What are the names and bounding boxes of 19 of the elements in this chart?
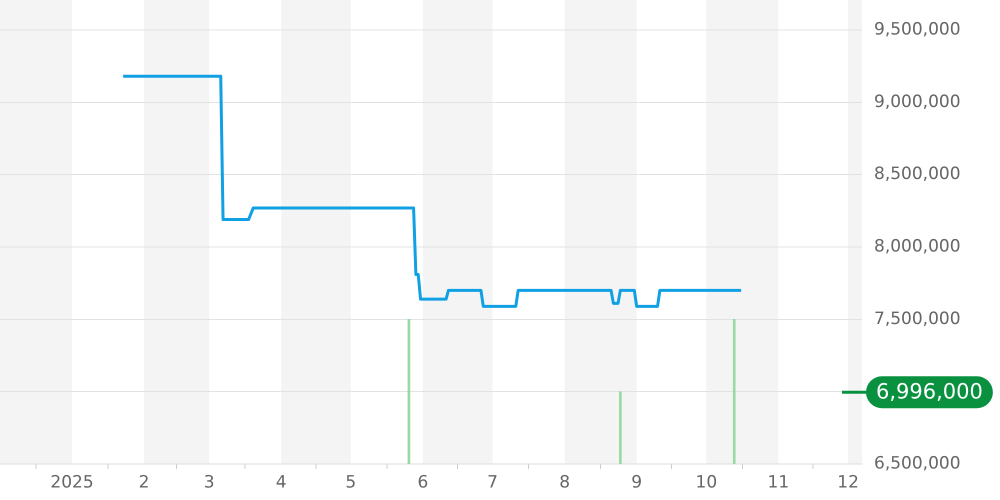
x-tick-label: 2025 bbox=[50, 472, 94, 493]
x-tick-label: 2 bbox=[138, 472, 150, 493]
x-tick-label: 8 bbox=[559, 472, 570, 493]
y-tick-label: 8,500,000 bbox=[874, 164, 961, 184]
x-tick-label: 7 bbox=[487, 472, 498, 493]
x-tick-label: 6 bbox=[417, 472, 428, 493]
x-tick-label: 12 bbox=[837, 472, 859, 493]
x-tick-label: 3 bbox=[204, 472, 215, 493]
y-tick-label: 6,500,000 bbox=[874, 453, 961, 474]
x-tick-label: 10 bbox=[696, 472, 718, 493]
x-tick-label: 5 bbox=[345, 472, 356, 493]
ref-line-label: 6,996,000 bbox=[876, 380, 983, 404]
y-tick-label: 8,000,000 bbox=[874, 236, 961, 256]
x-tick-label: 4 bbox=[276, 472, 287, 493]
y-tick-label: 9,000,000 bbox=[874, 92, 961, 112]
x-tick-label: 9 bbox=[631, 472, 642, 493]
y-tick-label: 7,500,000 bbox=[874, 308, 961, 329]
x-tick-label: 11 bbox=[768, 472, 790, 493]
y-tick-label: 9,500,000 bbox=[874, 19, 961, 40]
